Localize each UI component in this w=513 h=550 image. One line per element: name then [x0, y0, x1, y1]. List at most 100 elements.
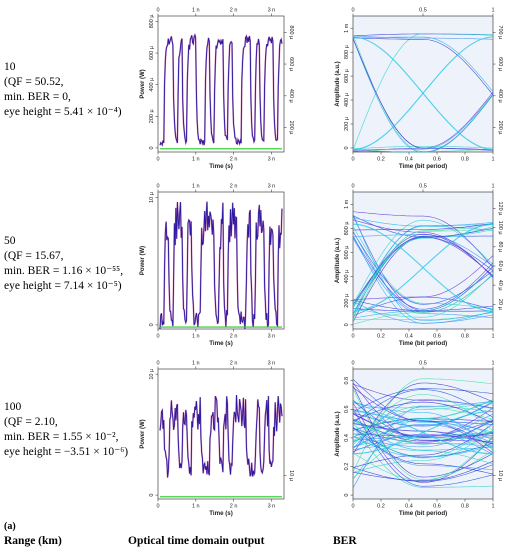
eye-trace — [352, 426, 494, 471]
x-tick-label: 2 n — [230, 504, 238, 510]
y2-tick-label: 400 µ — [497, 89, 503, 104]
top-tick-label: 3 n — [268, 361, 276, 367]
eye-trace — [352, 222, 494, 315]
top-tick-label: 2 n — [230, 8, 238, 14]
top-tick-label: 1 n — [192, 184, 200, 190]
time-domain-chart-10km: 0 1 n 2 n 3 n 0 1 n 2 n 3 n 0 200 µ 400 µ 600 µ 800 … — [140, 8, 294, 171]
top-tick-label: 0 — [156, 8, 159, 14]
eye-trace — [352, 224, 494, 322]
eye-trace — [352, 400, 494, 438]
y2-tick-label: 600 µ — [497, 57, 503, 72]
top-tick-label: 0.5 — [419, 184, 427, 190]
eye-trace — [352, 399, 494, 449]
y-tick-label: 200 µ — [344, 116, 350, 131]
y-tick-label: 600 µ — [344, 68, 350, 83]
eye-trace — [352, 266, 494, 319]
x-tick-label: 2 n — [230, 334, 238, 340]
y-axis-label: Power (W) — [140, 246, 146, 275]
eye-trace — [352, 224, 493, 319]
top-tick-label: 0 — [351, 361, 354, 367]
min-ber-value: min. BER = 1.16 × 10⁻⁵⁵, — [4, 265, 124, 277]
qf-value: (QF = 15.67, — [4, 250, 64, 262]
eye-trace — [352, 388, 494, 413]
y-axis-label: Amplitude (a.u.) — [335, 411, 341, 456]
y-tick-label: 800 µ — [344, 44, 350, 59]
y-tick-label: 0 — [149, 494, 155, 497]
x-tick-label: 0.8 — [461, 504, 469, 510]
eye-trace — [352, 219, 494, 278]
x-tick-label: 1 n — [192, 504, 200, 510]
y-axis-label: Power (W) — [140, 419, 146, 448]
eye-trace — [352, 460, 494, 481]
top-tick-label: 1 — [491, 8, 494, 14]
top-tick-label: 2 n — [230, 361, 238, 367]
x-tick-label: 1 n — [192, 334, 200, 340]
top-tick-label: 3 n — [268, 184, 276, 190]
eye-diagram-10km: 0 0.2 0.4 0.6 0.8 1 0 0.5 1 0 200 µ 400 µ 600 µ 800 µ… — [335, 8, 503, 171]
top-tick-label: 0 — [351, 184, 354, 190]
plot-area — [352, 191, 494, 330]
top-tick-label: 1 n — [192, 361, 200, 367]
y-axis-label: Power (W) — [140, 69, 146, 98]
x-tick-label: 3 n — [268, 504, 276, 510]
x-tick-label: 0 — [351, 504, 354, 510]
eye-trace — [352, 420, 494, 443]
x-tick-label: 0.4 — [405, 157, 413, 163]
y-tick-label: 0 — [149, 146, 155, 149]
eye-trace — [353, 93, 494, 150]
x-tick-label: 0.6 — [433, 334, 441, 340]
range-value: 100 — [4, 401, 22, 413]
eye-trace — [352, 231, 494, 305]
signal-trace — [159, 394, 283, 478]
y-tick-label: 0 — [344, 494, 350, 497]
x-tick-label: 0 — [156, 157, 159, 163]
top-tick-label: 3 n — [268, 8, 276, 14]
eye-trace — [352, 37, 494, 96]
x-tick-label: 1 n — [192, 157, 200, 163]
eye-trace — [352, 417, 494, 448]
x-tick-label: 1 — [491, 504, 494, 510]
y-tick-label: 0.4 — [344, 434, 350, 442]
y-tick-label: 1 m — [344, 199, 350, 209]
x-axis-label: Time (bit period) — [399, 340, 447, 347]
eye-trace — [352, 399, 494, 480]
y2-tick-label: 600 µ — [288, 57, 294, 72]
eye-crossing-trace — [352, 223, 494, 312]
x-tick-label: 0.2 — [377, 157, 385, 163]
x-tick-label: 3 n — [268, 334, 276, 340]
plot-area — [157, 368, 285, 500]
signal-trace — [159, 201, 283, 330]
eye-trace — [352, 418, 494, 444]
eye-trace — [353, 407, 494, 420]
x-tick-label: 0.8 — [461, 334, 469, 340]
y2-tick-label: 60 µ — [497, 261, 503, 273]
eye-trace — [352, 211, 494, 268]
eye-trace — [352, 274, 494, 325]
eye-trace — [352, 464, 494, 482]
eye-trace — [352, 422, 494, 445]
figure-label: (a) — [4, 521, 16, 532]
range-value: 50 — [4, 235, 16, 247]
x-axis-label: Time (s) — [209, 340, 233, 347]
eye-trace — [352, 389, 494, 424]
signal-trace — [159, 33, 283, 147]
y2-tick-label: 20 µ — [497, 299, 503, 311]
y2-tick-label: 10 µ — [497, 470, 503, 482]
x-tick-label: 0.2 — [377, 334, 385, 340]
y-tick-label: 200 µ — [149, 109, 155, 124]
y-tick-label: 400 µ — [344, 92, 350, 107]
y-tick-label: 0 — [149, 323, 155, 326]
eye-height-value: eye height = 7.14 × 10⁻⁵) — [4, 280, 122, 292]
x-tick-label: 0.6 — [433, 157, 441, 163]
top-tick-label: 2 n — [230, 184, 238, 190]
y-axis-label: Amplitude (a.u.) — [335, 238, 341, 283]
eye-diagram-100km: 0 0.2 0.4 0.6 0.8 1 0 0.5 1 0 0.2 0.4 0.6 0.8 10 µ Time… — [335, 361, 503, 518]
y2-tick-label: 100 µ — [497, 221, 503, 236]
top-tick-label: 0.5 — [419, 361, 427, 367]
eye-trace — [352, 146, 494, 150]
x-tick-label: 0.8 — [461, 157, 469, 163]
eye-trace — [352, 223, 494, 231]
x-tick-label: 1 — [491, 157, 494, 163]
y-axis-label: Amplitude (a.u.) — [335, 61, 341, 106]
eye-trace — [352, 33, 494, 151]
